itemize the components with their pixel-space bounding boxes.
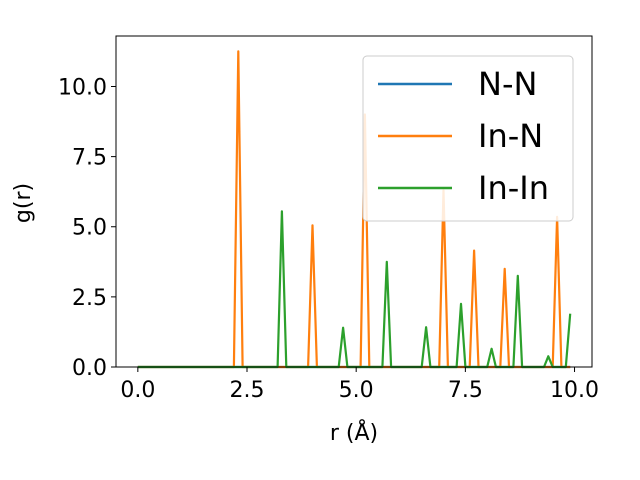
legend-box <box>362 55 574 222</box>
y-axis-ticks: 0.0 2.5 5.0 7.5 10.0 <box>58 75 116 381</box>
x-axis-label: r (Å) <box>330 419 378 446</box>
legend-label-n-n: N-N <box>478 65 537 103</box>
x-tick-label: 10.0 <box>550 378 599 403</box>
legend: N-N In-N In-In <box>362 55 574 222</box>
x-axis-ticks: 0.0 2.5 5.0 7.5 10.0 <box>120 367 599 403</box>
legend-label-in-n: In-N <box>478 117 543 155</box>
x-tick-label: 0.0 <box>120 378 155 403</box>
x-tick-label: 7.5 <box>448 378 483 403</box>
x-tick-label: 2.5 <box>230 378 265 403</box>
y-tick-label: 0.0 <box>72 356 107 381</box>
y-tick-label: 7.5 <box>72 146 107 171</box>
legend-label-in-in: In-In <box>478 169 549 207</box>
x-tick-label: 5.0 <box>339 378 374 403</box>
y-axis-label: g(r) <box>11 183 36 223</box>
y-tick-label: 10.0 <box>58 75 107 100</box>
y-tick-label: 2.5 <box>72 286 107 311</box>
plot-frame <box>115 35 593 368</box>
y-tick-label: 5.0 <box>72 216 107 241</box>
